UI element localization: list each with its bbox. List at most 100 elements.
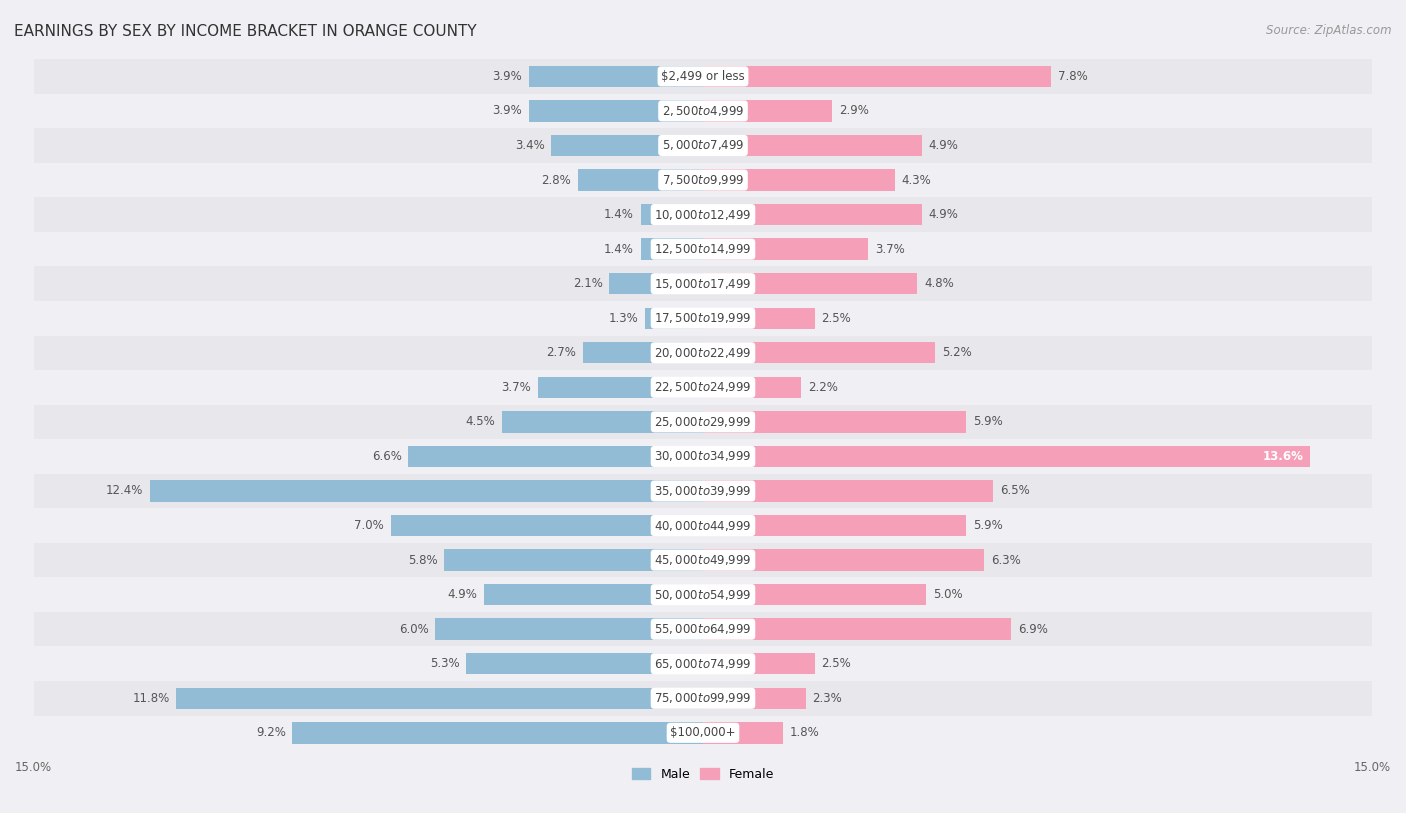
Text: 3.7%: 3.7% [875,242,904,255]
Bar [34,439,1372,474]
Text: 4.5%: 4.5% [465,415,495,428]
Bar [34,59,1372,93]
Text: $22,500 to $24,999: $22,500 to $24,999 [654,380,752,394]
Text: 9.2%: 9.2% [256,726,285,739]
Text: 4.9%: 4.9% [928,139,959,152]
Text: $65,000 to $74,999: $65,000 to $74,999 [654,657,752,671]
Text: 5.2%: 5.2% [942,346,972,359]
Bar [409,446,703,467]
Text: $100,000+: $100,000+ [671,726,735,739]
Bar [529,100,703,122]
Bar [641,204,703,225]
Bar [551,135,703,156]
Bar [34,163,1372,198]
Bar [34,128,1372,163]
Text: 2.3%: 2.3% [813,692,842,705]
Text: 6.3%: 6.3% [991,554,1021,567]
Bar [292,722,703,744]
Text: $35,000 to $39,999: $35,000 to $39,999 [654,484,752,498]
Bar [703,515,966,537]
Text: $2,499 or less: $2,499 or less [661,70,745,83]
Bar [703,480,993,502]
Bar [34,93,1372,128]
Bar [703,653,814,675]
Bar [703,550,984,571]
Text: 2.9%: 2.9% [839,104,869,117]
Bar [34,646,1372,681]
Bar [645,307,703,329]
Bar [176,688,703,709]
Text: 2.8%: 2.8% [541,173,571,186]
Text: $10,000 to $12,499: $10,000 to $12,499 [654,207,752,222]
Bar [34,301,1372,336]
Text: 2.1%: 2.1% [572,277,603,290]
Text: 2.7%: 2.7% [546,346,576,359]
Bar [149,480,703,502]
Text: 2.2%: 2.2% [808,380,838,393]
Bar [34,681,1372,715]
Text: $17,500 to $19,999: $17,500 to $19,999 [654,311,752,325]
Bar [436,619,703,640]
Bar [538,376,703,398]
Text: EARNINGS BY SEX BY INCOME BRACKET IN ORANGE COUNTY: EARNINGS BY SEX BY INCOME BRACKET IN ORA… [14,24,477,39]
Text: 1.4%: 1.4% [605,208,634,221]
Text: $40,000 to $44,999: $40,000 to $44,999 [654,519,752,533]
Bar [703,411,966,433]
Text: $2,500 to $4,999: $2,500 to $4,999 [662,104,744,118]
Text: 4.8%: 4.8% [924,277,953,290]
Bar [34,543,1372,577]
Bar [484,584,703,606]
Bar [34,267,1372,301]
Text: $50,000 to $54,999: $50,000 to $54,999 [654,588,752,602]
Bar [703,100,832,122]
Bar [444,550,703,571]
Text: $55,000 to $64,999: $55,000 to $64,999 [654,622,752,637]
Text: 2.5%: 2.5% [821,311,851,324]
Bar [703,238,868,260]
Text: 3.9%: 3.9% [492,104,522,117]
Bar [34,336,1372,370]
Bar [502,411,703,433]
Text: $12,500 to $14,999: $12,500 to $14,999 [654,242,752,256]
Bar [34,474,1372,508]
Text: 2.5%: 2.5% [821,657,851,670]
Text: 5.9%: 5.9% [973,415,1002,428]
Bar [34,715,1372,750]
Bar [467,653,703,675]
Bar [582,342,703,363]
Text: $75,000 to $99,999: $75,000 to $99,999 [654,691,752,706]
Text: 3.9%: 3.9% [492,70,522,83]
Text: $7,500 to $9,999: $7,500 to $9,999 [662,173,744,187]
Bar [703,619,1011,640]
Text: 7.8%: 7.8% [1057,70,1088,83]
Text: 12.4%: 12.4% [105,485,143,498]
Text: 1.8%: 1.8% [790,726,820,739]
Bar [703,446,1310,467]
Text: 6.6%: 6.6% [371,450,402,463]
Text: 5.9%: 5.9% [973,519,1002,532]
Bar [391,515,703,537]
Text: 4.3%: 4.3% [901,173,931,186]
Text: 5.0%: 5.0% [932,588,963,601]
Bar [529,66,703,87]
Bar [34,508,1372,543]
Text: 6.5%: 6.5% [1000,485,1029,498]
Text: 6.9%: 6.9% [1018,623,1047,636]
Bar [703,204,922,225]
Text: 4.9%: 4.9% [928,208,959,221]
Text: 5.3%: 5.3% [430,657,460,670]
Bar [641,238,703,260]
Text: $45,000 to $49,999: $45,000 to $49,999 [654,553,752,567]
Bar [703,273,917,294]
Bar [703,342,935,363]
Bar [34,370,1372,405]
Text: $25,000 to $29,999: $25,000 to $29,999 [654,415,752,429]
Bar [34,577,1372,612]
Text: $30,000 to $34,999: $30,000 to $34,999 [654,450,752,463]
Text: 4.9%: 4.9% [447,588,478,601]
Bar [34,612,1372,646]
Bar [578,169,703,191]
Text: $5,000 to $7,499: $5,000 to $7,499 [662,138,744,153]
Text: Source: ZipAtlas.com: Source: ZipAtlas.com [1267,24,1392,37]
Text: 13.6%: 13.6% [1263,450,1303,463]
